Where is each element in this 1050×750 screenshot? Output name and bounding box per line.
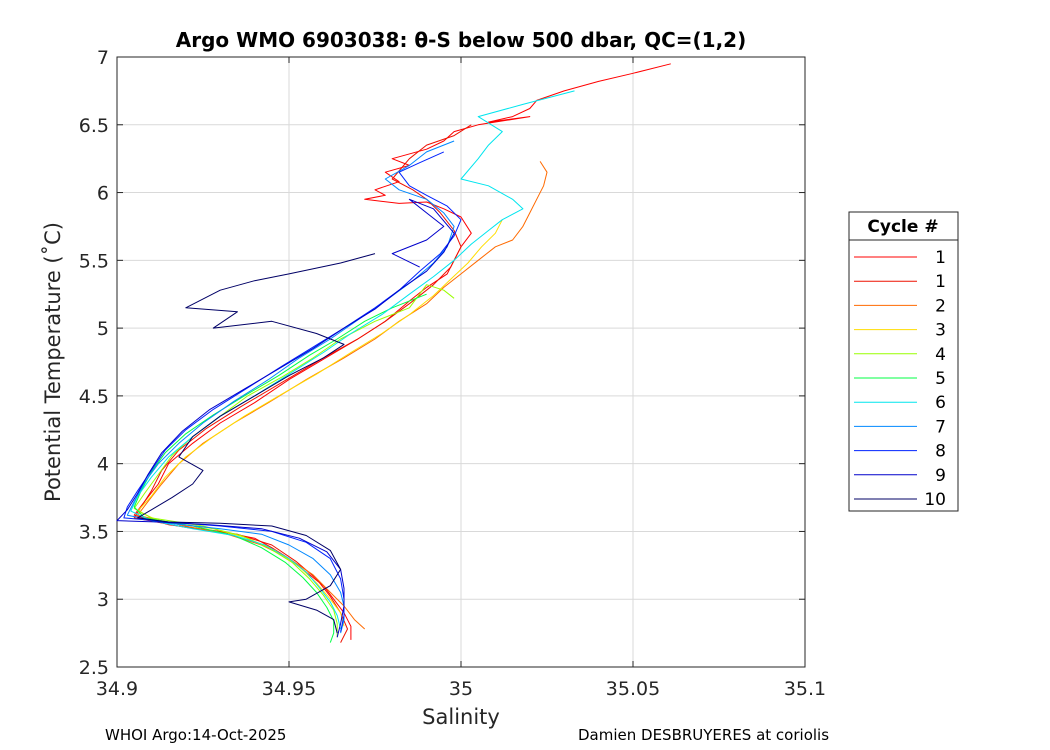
footer-left: WHOI Argo:14-Oct-2025 — [105, 726, 287, 744]
legend: Cycle # 1 1 2 3 4 5 6 7 8 9 10 — [848, 211, 959, 512]
legend-label: 9 — [935, 466, 946, 486]
y-tick-label: 4 — [97, 454, 109, 476]
series-line-cycle-7 — [126, 140, 455, 634]
x-tick-label: 34.95 — [262, 678, 316, 700]
y-tick-label: 5 — [97, 318, 109, 340]
series-line-cycle-6 — [130, 90, 575, 630]
series-lines — [116, 63, 671, 643]
legend-label: 3 — [935, 321, 946, 341]
x-tick-label: 35.1 — [784, 678, 826, 700]
y-tick-label: 3.5 — [79, 521, 109, 543]
series-line-cycle-10 — [137, 253, 376, 634]
y-tick-label: 5.5 — [79, 250, 109, 272]
y-tick-label: 6 — [97, 183, 109, 205]
grid — [116, 56, 806, 668]
legend-label: 5 — [935, 369, 946, 389]
series-line-cycle-2 — [137, 161, 548, 630]
series-line-cycle-1 — [133, 124, 472, 643]
footer-right: Damien DESBRUYERES at coriolis — [578, 726, 830, 744]
legend-label: 8 — [935, 442, 946, 462]
legend-label: 1 — [935, 272, 946, 292]
legend-label: 7 — [935, 417, 946, 437]
legend-title: Cycle # — [867, 217, 938, 237]
series-line-cycle-5 — [133, 293, 427, 643]
legend-items: 1 1 2 3 4 5 6 7 8 9 10 — [854, 248, 946, 510]
legend-label: 2 — [935, 296, 946, 316]
y-tick-label: 6.5 — [79, 115, 109, 137]
legend-box — [848, 211, 959, 512]
legend-label: 10 — [924, 490, 946, 510]
y-tick-label: 2.5 — [79, 657, 109, 679]
y-tick-label: 7 — [97, 47, 109, 69]
series-line-cycle-4 — [133, 284, 455, 638]
x-tick-label: 35 — [449, 678, 473, 700]
legend-label: 1 — [935, 248, 946, 268]
chart-title: Argo WMO 6903038: θ-S below 500 dbar, QC… — [176, 28, 746, 52]
y-tick-label: 3 — [97, 589, 109, 611]
axes-ticks: 34.9 34.95 35 35.05 35.1 2.5 3 3.5 4 4.5 5 5.5 6 6.5 7 — [79, 47, 826, 700]
series-line-cycle-8 — [123, 151, 462, 632]
x-tick-label: 35.05 — [606, 678, 660, 700]
series-line-cycle-9 — [116, 198, 455, 638]
legend-label: 4 — [935, 345, 946, 365]
y-tick-label: 4.5 — [79, 386, 109, 408]
y-axis-label: Potential Temperature (˚C) — [41, 222, 65, 502]
series-line-cycle-1 — [133, 63, 671, 640]
x-axis-label: Salinity — [422, 705, 500, 729]
x-tick-label: 34.9 — [96, 678, 138, 700]
legend-label: 6 — [935, 393, 946, 413]
